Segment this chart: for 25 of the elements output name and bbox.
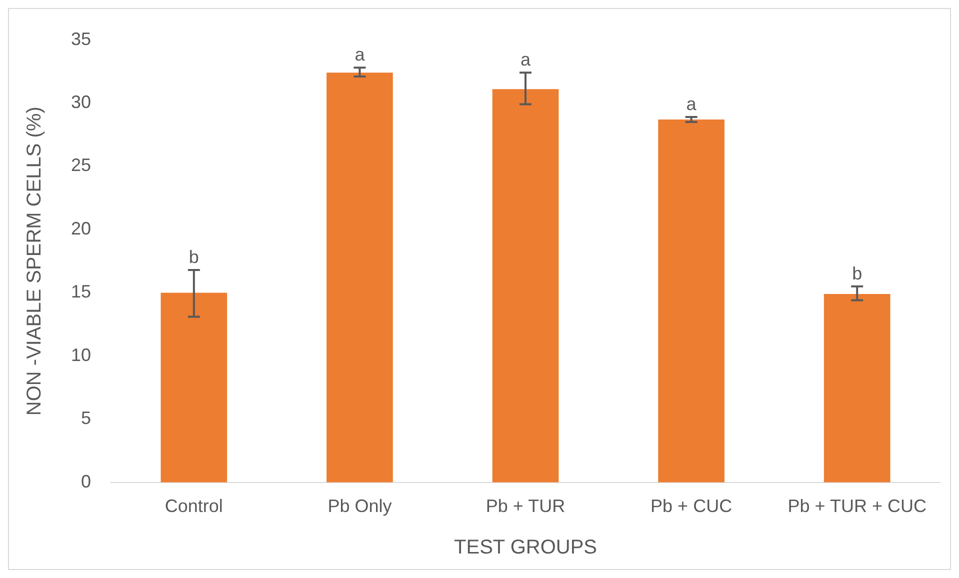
x-tick-label: Pb + TUR + CUC (788, 496, 926, 516)
y-axis-title: NON -VIABLE SPERM CELLS (%) (24, 106, 46, 416)
y-tick-label: 35 (70, 28, 92, 49)
bar (326, 72, 393, 482)
annotation: a (520, 50, 532, 70)
y-tick-label: 30 (70, 92, 92, 112)
y-tick-label: 25 (70, 155, 92, 176)
bar (658, 119, 724, 482)
annotation: a (686, 94, 698, 114)
y-tick-label: 15 (70, 282, 92, 302)
annotation: b (188, 246, 199, 267)
annotation: a (354, 44, 366, 65)
x-tick-label: Pb + CUC (650, 496, 732, 516)
bar (160, 292, 228, 482)
x-axis-title: TEST GROUPS (454, 536, 598, 559)
y-tick-label: 0 (81, 471, 92, 492)
y-tick-label: 10 (70, 344, 92, 365)
annotation: b (852, 263, 862, 284)
bar (492, 89, 559, 482)
x-tick-label: Pb + TUR (486, 496, 566, 516)
y-tick-label: 5 (81, 408, 92, 428)
x-tick-label: Pb Only (328, 496, 392, 516)
y-tick-label: 20 (70, 218, 92, 238)
x-tick-label: Control (164, 496, 223, 516)
bar (824, 294, 890, 482)
